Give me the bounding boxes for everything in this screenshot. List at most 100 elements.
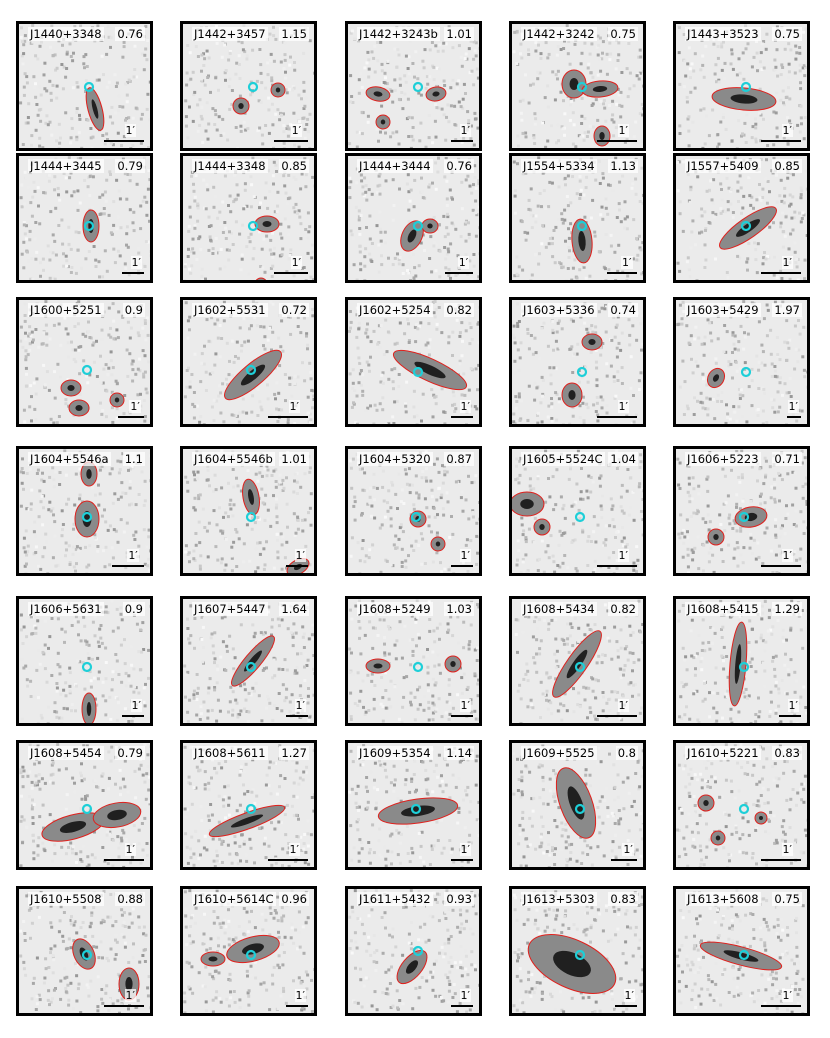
scale-label: 1′: [290, 124, 303, 137]
emission-core: [75, 405, 83, 411]
scale-label: 1′: [124, 843, 136, 856]
cutout-panel: J1605+5524C 1.04 1′: [509, 446, 646, 576]
radio-image: [183, 601, 314, 723]
scale-label: 1′: [617, 549, 629, 562]
source-value: 0.83: [772, 746, 802, 760]
scale-label: 1′: [459, 549, 471, 562]
scale-label: 1′: [787, 699, 799, 712]
emission-core: [67, 385, 75, 391]
scale-label: 1′: [129, 400, 141, 413]
scale-bar: [611, 859, 637, 861]
emission-core: [715, 835, 721, 841]
emission-core: [401, 805, 435, 817]
scale-bar: [779, 715, 801, 717]
source-value: 1.29: [772, 602, 802, 616]
source-name: J1609+5525: [521, 746, 597, 760]
cutout-panel: J1603+5429 1.97 1′: [673, 297, 810, 427]
emission-core: [730, 94, 758, 104]
emission-core: [414, 361, 446, 379]
emission-blob: [255, 277, 267, 280]
scale-bar: [451, 715, 473, 717]
source-name: J1610+5614C: [192, 892, 276, 906]
radio-image: [348, 743, 479, 867]
scale-label: 1′: [130, 256, 142, 269]
source-value: 1.1: [122, 452, 145, 466]
scale-label: 1′: [781, 124, 793, 137]
cutout-panel: J1609+5354 1.14 1′: [345, 740, 482, 870]
host-marker: [245, 511, 257, 523]
scale-label: 1′: [124, 124, 136, 137]
source-name: J1608+5454: [28, 746, 104, 760]
scale-label: 1′: [459, 400, 471, 413]
scale-label: 1′: [622, 843, 634, 856]
emission-core: [592, 85, 608, 93]
source-name: J1442+3243b: [357, 27, 440, 41]
scale-bar: [286, 1005, 308, 1007]
emission-core: [588, 339, 596, 345]
cutout-panel: J1613+5608 0.75 1′: [673, 886, 810, 1016]
cutout-panel: J1613+5303 0.83 1′: [509, 886, 646, 1016]
source-name: J1442+3242: [521, 27, 597, 41]
scale-bar: [274, 140, 308, 142]
scale-bar: [451, 859, 473, 861]
emission-core: [208, 956, 218, 962]
cutout-panel: J1604+5546a 1.1 1′: [16, 446, 153, 576]
source-value: 0.79: [115, 746, 145, 760]
host-marker: [574, 949, 586, 961]
image-noise: [19, 300, 150, 424]
scale-bar: [451, 1005, 473, 1007]
cutout-panel: J1608+5415 1.29 1′: [673, 596, 810, 726]
scale-bar: [104, 859, 144, 861]
cutout-panel: J1443+3523 0.75 1′: [673, 21, 810, 151]
scale-bar: [451, 140, 473, 142]
emission-core: [712, 374, 720, 382]
emission-core: [59, 821, 87, 833]
emission-core: [553, 950, 591, 978]
image-noise: [512, 302, 643, 424]
scale-label: 1′: [617, 124, 629, 137]
cutout-panel: J1610+5614C 0.96 1′: [180, 886, 317, 1016]
emission-core: [238, 103, 244, 109]
scale-label: 1′: [294, 989, 306, 1002]
emission-core: [703, 800, 709, 806]
emission-core: [373, 91, 383, 97]
cutout-panel: J1608+5249 1.03 1′: [345, 596, 482, 726]
source-name: J1603+5336: [521, 303, 597, 317]
source-value: 0.72: [279, 303, 309, 317]
source-value: 0.79: [115, 159, 145, 173]
scale-bar: [268, 859, 308, 861]
source-name: J1613+5608: [685, 892, 761, 906]
scale-label: 1′: [294, 549, 306, 562]
radio-image: [677, 24, 807, 148]
emission-core: [435, 541, 441, 547]
host-marker: [412, 81, 424, 93]
host-marker: [740, 220, 752, 232]
source-name: J1613+5303: [521, 892, 597, 906]
host-marker: [83, 220, 95, 232]
source-name: J1444+3444: [357, 159, 433, 173]
source-name: J1604+5546a: [28, 452, 111, 466]
host-marker: [412, 945, 424, 957]
cutout-panel: J1611+5432 0.93 1′: [345, 886, 482, 1016]
emission-core: [248, 489, 255, 505]
source-value: 1.64: [279, 602, 309, 616]
source-name: J1608+5415: [685, 602, 761, 616]
emission-core: [407, 229, 417, 243]
source-value: 1.03: [444, 602, 474, 616]
source-name: J1604+5546b: [192, 452, 275, 466]
scale-bar: [761, 565, 801, 567]
source-name: J1608+5611: [192, 746, 268, 760]
source-value: 1.15: [279, 27, 309, 41]
scale-bar: [761, 272, 801, 274]
emission-core: [713, 534, 719, 540]
emission-core: [380, 119, 386, 125]
scale-bar: [597, 715, 637, 717]
scale-bar: [597, 416, 637, 418]
scale-label: 1′: [781, 256, 793, 269]
host-marker: [245, 364, 257, 376]
host-marker: [247, 220, 259, 232]
host-marker: [574, 661, 586, 673]
source-value: 0.87: [444, 452, 474, 466]
source-name: J1557+5409: [685, 159, 761, 173]
emission-core: [125, 977, 133, 991]
